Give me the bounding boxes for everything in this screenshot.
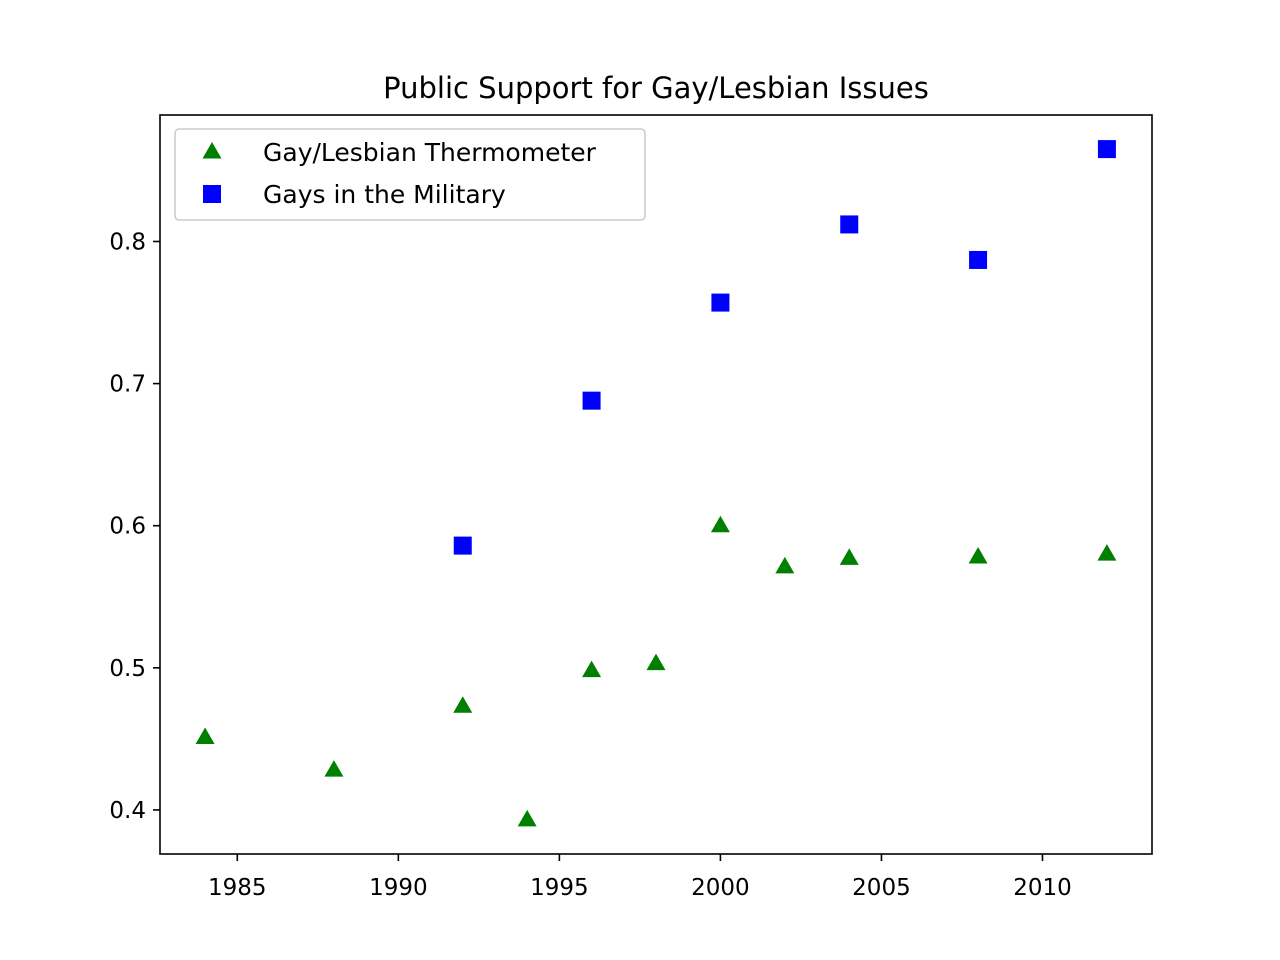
x-tick-label: 1990 <box>369 875 428 901</box>
legend-square-marker <box>203 185 221 203</box>
x-tick-label: 2010 <box>1013 875 1072 901</box>
thermometer-point <box>839 548 859 565</box>
y-tick-label: 0.5 <box>109 656 146 682</box>
thermometer-point <box>1097 544 1117 561</box>
thermometer-point <box>582 660 602 678</box>
legend-triangle-marker <box>202 142 222 159</box>
legend-marker-thermometer <box>202 142 222 159</box>
legend-label-military: Gays in the Military <box>263 180 506 209</box>
data-points <box>195 140 1117 827</box>
plot-area-frame <box>159 114 1153 855</box>
thermometer-point <box>646 653 666 671</box>
y-tick-label: 0.8 <box>109 229 146 255</box>
series-0 <box>195 515 1117 827</box>
military-point <box>840 215 859 234</box>
x-tick-label: 2000 <box>691 875 750 901</box>
series-1 <box>453 140 1116 555</box>
x-tick-label: 1985 <box>208 875 267 901</box>
military-point <box>582 391 601 410</box>
legend-label-thermometer: Gay/Lesbian Thermometer <box>263 138 597 167</box>
military-point <box>453 536 472 555</box>
chart-title: Public Support for Gay/Lesbian Issues <box>383 71 929 105</box>
thermometer-point <box>195 727 215 744</box>
thermometer-point <box>517 809 537 827</box>
y-tick-label: 0.6 <box>109 514 146 540</box>
thermometer-point <box>453 696 473 713</box>
thermometer-point <box>775 556 795 574</box>
military-point <box>1097 140 1116 159</box>
thermometer-point <box>968 546 988 564</box>
y-axis: 0.4 0.5 0.6 0.7 0.8 <box>109 229 160 824</box>
legend: Gay/Lesbian Thermometer Gays in the Mili… <box>174 128 646 221</box>
y-tick-label: 0.4 <box>109 798 146 824</box>
thermometer-point <box>710 515 730 533</box>
x-tick-label: 1995 <box>530 875 589 901</box>
thermometer-point <box>324 760 344 777</box>
x-tick-label: 2005 <box>852 875 911 901</box>
x-axis: 1985 1990 1995 2000 2005 2010 <box>208 854 1072 901</box>
legend-frame <box>174 128 646 221</box>
legend-marker-military <box>203 185 221 203</box>
military-point <box>711 293 730 312</box>
y-tick-label: 0.7 <box>109 372 146 398</box>
military-point <box>969 250 988 269</box>
